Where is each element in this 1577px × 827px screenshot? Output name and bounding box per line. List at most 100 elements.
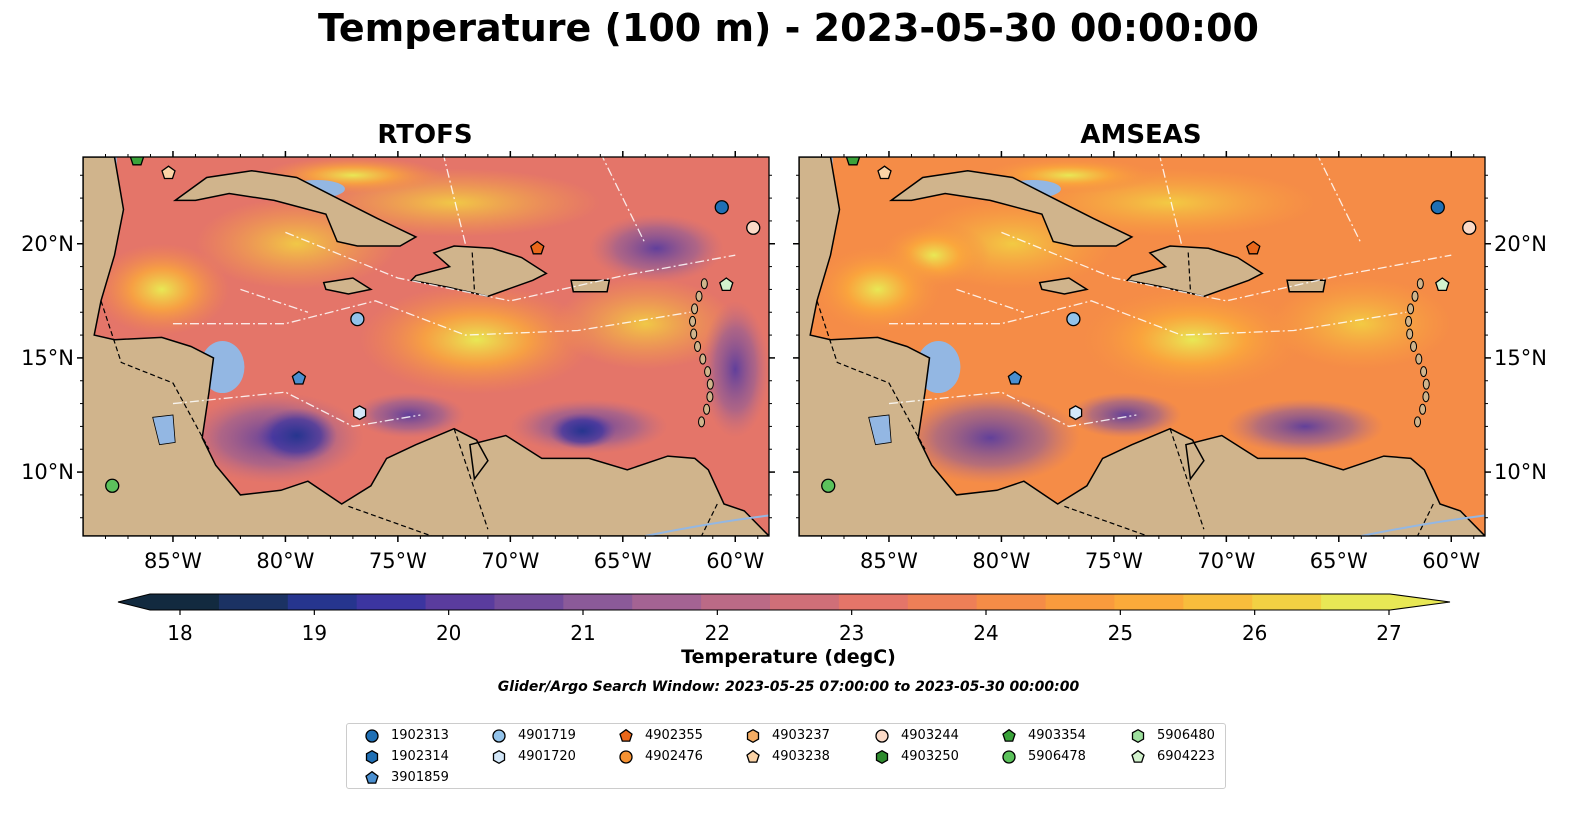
temperature-anomaly <box>256 408 338 463</box>
island <box>1422 391 1430 403</box>
legend-marker-circle-icon <box>619 750 633 764</box>
eez-line <box>1001 231 1452 302</box>
colorbar-tick-label: 24 <box>973 621 998 645</box>
x-tick-label: 70°W <box>1197 549 1255 573</box>
river <box>645 514 769 536</box>
colorbar-bin <box>218 594 289 610</box>
legend-label: 4903250 <box>901 749 959 764</box>
platform-marker-5906478 <box>105 478 120 493</box>
colorbar-bin <box>770 594 840 610</box>
legend-marker-pentagon-icon <box>746 749 760 763</box>
temperature-anomaly <box>900 392 1081 484</box>
eez-line <box>888 391 1137 428</box>
island <box>1416 278 1424 290</box>
legend-marker-pentagon-icon <box>619 728 633 742</box>
legend-marker <box>875 729 889 743</box>
y-tick-label: 15°N <box>1494 346 1547 370</box>
legend-marker <box>1002 750 1016 764</box>
colorbar-bin <box>701 594 771 610</box>
eez-line <box>443 157 466 244</box>
country-border <box>1169 428 1205 530</box>
eez-line <box>956 288 1025 313</box>
x-tick-label: 85°W <box>144 549 202 573</box>
legend-marker <box>365 729 379 743</box>
eez-line <box>172 300 691 336</box>
platform-marker-4901720 <box>353 405 367 421</box>
x-tick-label: 65°W <box>594 549 652 573</box>
platform-marker-1902313 <box>714 200 729 215</box>
colorbar-extend-max <box>1390 594 1450 610</box>
island <box>694 341 702 352</box>
colorbar-bin <box>838 594 909 610</box>
platform-marker-3901859 <box>291 370 307 385</box>
colorbar-bin <box>1252 594 1322 610</box>
island <box>1414 416 1422 428</box>
platform-marker-3901859 <box>1007 370 1023 385</box>
eez-line <box>1159 157 1182 244</box>
land-centam <box>799 157 1485 536</box>
legend-label: 4902355 <box>645 728 703 743</box>
colorbar-bin <box>976 594 1047 610</box>
y-tick-label: 20°N <box>1494 232 1547 256</box>
eez-line <box>172 391 421 428</box>
legend-label: 4903244 <box>901 728 959 743</box>
x-tick-label: 80°W <box>256 549 314 573</box>
island <box>699 353 707 365</box>
land-pr <box>1286 279 1327 293</box>
legend-label: 4903354 <box>1028 728 1086 743</box>
x-tick-label: 75°W <box>369 549 427 573</box>
legend-label: 5906480 <box>1157 728 1215 743</box>
temperature-anomaly <box>548 412 617 450</box>
y-tick-label: 10°N <box>1494 460 1547 484</box>
lake <box>152 414 176 446</box>
eez-line <box>285 231 736 302</box>
colorbar-label: Temperature (degC) <box>681 646 896 668</box>
platform-marker-4902355 <box>530 240 545 255</box>
legend-label: 4902476 <box>645 749 703 764</box>
island <box>706 391 714 403</box>
legend-marker-circle-icon <box>875 729 889 743</box>
island <box>690 328 698 340</box>
legend-label: 1902314 <box>391 749 449 764</box>
nicaragua-shelf <box>200 341 245 394</box>
colorbar-bin <box>425 594 495 610</box>
island <box>700 278 708 290</box>
legend-marker-pentagon-icon <box>1002 728 1016 742</box>
legend-marker-circle-icon <box>365 729 379 743</box>
island <box>1410 341 1418 352</box>
island <box>1415 353 1423 365</box>
x-tick-label: 60°W <box>706 549 764 573</box>
island <box>703 403 711 415</box>
platform-marker-4901720 <box>1069 405 1083 421</box>
land-jam <box>1038 277 1089 295</box>
legend-label: 4901720 <box>518 749 576 764</box>
platform-marker-5906478 <box>821 478 836 493</box>
temperature-anomaly <box>1075 284 1310 395</box>
platform-legend: 1902313 1902314 3901859 4901719 4901720 49023… <box>346 723 1226 789</box>
legend-marker-hexagon-icon <box>492 749 506 765</box>
temperature-anomaly <box>94 243 230 336</box>
colorbar-bin <box>356 594 427 610</box>
x-tick-label: 60°W <box>1422 549 1480 573</box>
legend-marker-pentagon-icon <box>365 770 379 784</box>
colorbar-tick-label: 27 <box>1376 621 1401 645</box>
platform-marker-1902313 <box>1430 200 1445 215</box>
legend-marker-hexagon-icon <box>746 728 760 744</box>
country-border <box>1416 503 1434 536</box>
island <box>1411 290 1419 302</box>
island <box>1405 315 1413 327</box>
platform-marker-4903238 <box>877 165 892 180</box>
land-centam <box>83 157 769 536</box>
legend-marker <box>492 729 506 743</box>
land-pr <box>570 279 611 293</box>
temperature-anomaly <box>701 300 769 438</box>
island <box>704 366 712 378</box>
colorbar-bin <box>563 594 633 610</box>
legend-marker <box>365 770 379 784</box>
colorbar-bin <box>632 594 702 610</box>
lake <box>868 414 892 446</box>
temperature-anomaly <box>589 214 725 283</box>
island <box>706 378 714 390</box>
eez-line <box>240 288 309 313</box>
platform-marker-4903244 <box>746 220 761 235</box>
